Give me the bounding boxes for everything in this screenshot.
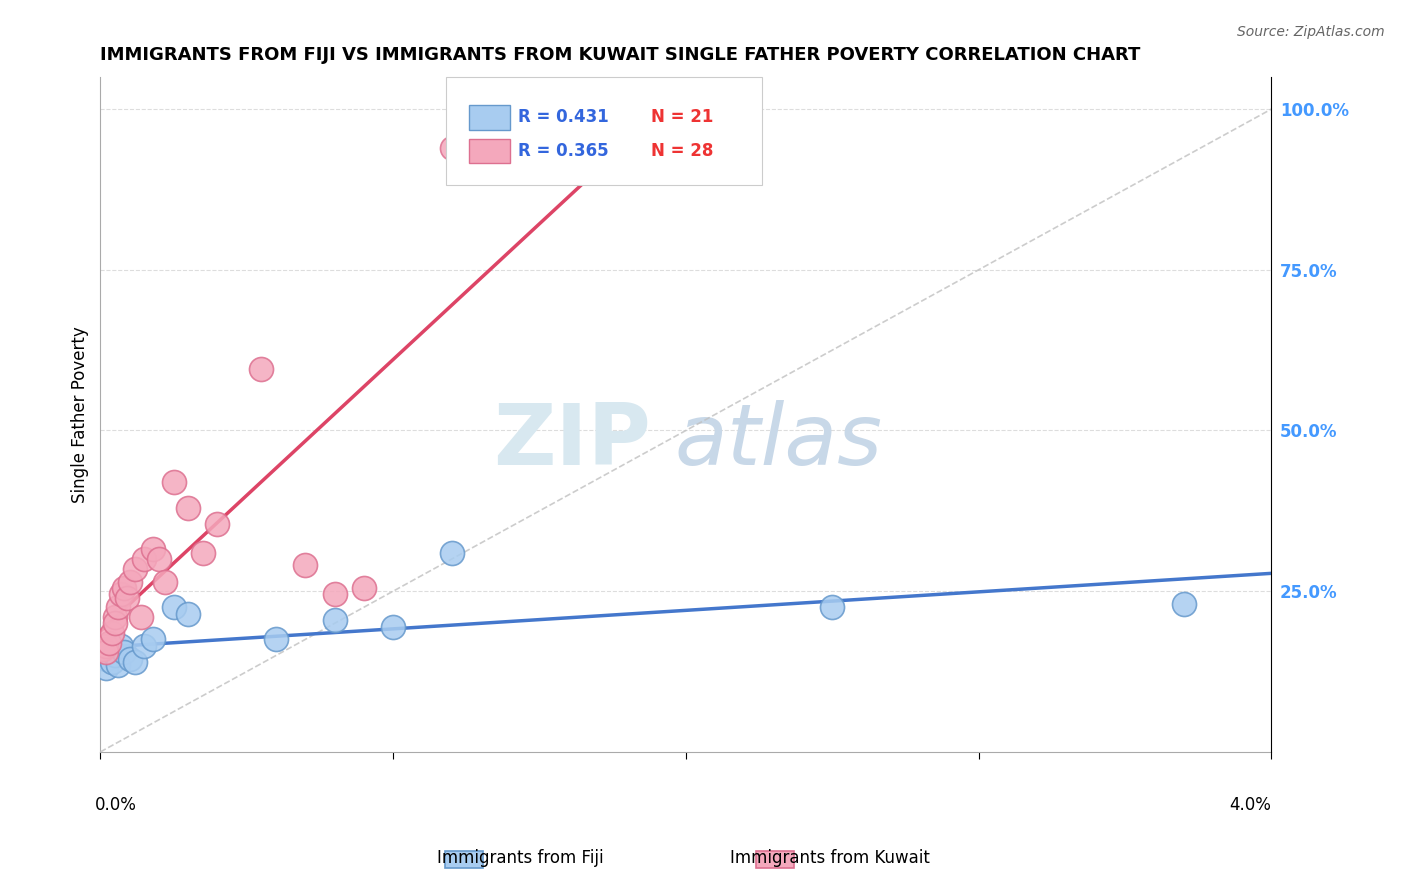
Point — [148, 552, 170, 566]
Point — [104, 610, 127, 624]
FancyBboxPatch shape — [470, 105, 510, 129]
Point — [131, 610, 153, 624]
Point — [110, 587, 132, 601]
Point — [104, 616, 127, 631]
Point — [529, 137, 551, 152]
Point — [382, 619, 405, 633]
Point — [177, 500, 200, 515]
Point — [264, 632, 287, 647]
Point — [118, 574, 141, 589]
Text: Immigrants from Fiji: Immigrants from Fiji — [437, 849, 603, 867]
Point — [191, 546, 214, 560]
Point — [142, 542, 165, 557]
Point — [115, 591, 138, 605]
Point — [96, 651, 118, 665]
Point — [162, 475, 184, 489]
FancyBboxPatch shape — [446, 77, 762, 185]
Text: 0.0%: 0.0% — [94, 796, 136, 814]
Point — [96, 639, 118, 653]
Point — [142, 632, 165, 647]
Point — [177, 607, 200, 621]
Point — [98, 642, 121, 657]
Point — [107, 600, 129, 615]
Text: R = 0.365: R = 0.365 — [519, 142, 609, 161]
Point — [91, 642, 114, 657]
Bar — [444, 851, 484, 869]
Point — [323, 587, 346, 601]
Point — [1173, 597, 1195, 611]
Point — [110, 639, 132, 653]
Point — [96, 645, 118, 659]
Text: atlas: atlas — [675, 400, 882, 483]
Text: Source: ZipAtlas.com: Source: ZipAtlas.com — [1237, 25, 1385, 39]
Text: Immigrants from Kuwait: Immigrants from Kuwait — [730, 849, 929, 867]
Point — [134, 552, 156, 566]
Point — [353, 581, 375, 595]
Text: N = 28: N = 28 — [651, 142, 713, 161]
Bar — [756, 851, 794, 869]
Point — [101, 626, 124, 640]
Point — [96, 661, 118, 675]
Point — [134, 639, 156, 653]
Text: 4.0%: 4.0% — [1230, 796, 1271, 814]
Point — [118, 651, 141, 665]
Point — [104, 648, 127, 663]
Point — [98, 635, 121, 649]
Point — [821, 600, 844, 615]
Y-axis label: Single Father Poverty: Single Father Poverty — [72, 326, 89, 503]
Point — [153, 574, 176, 589]
Point — [294, 558, 316, 573]
Point — [440, 140, 463, 154]
Point — [124, 562, 146, 576]
Point — [207, 516, 229, 531]
Text: N = 21: N = 21 — [651, 109, 713, 127]
Point — [323, 613, 346, 627]
Text: IMMIGRANTS FROM FIJI VS IMMIGRANTS FROM KUWAIT SINGLE FATHER POVERTY CORRELATION: IMMIGRANTS FROM FIJI VS IMMIGRANTS FROM … — [100, 46, 1140, 64]
Point — [101, 655, 124, 669]
Point — [107, 658, 129, 673]
Point — [162, 600, 184, 615]
Text: ZIP: ZIP — [494, 400, 651, 483]
Text: R = 0.431: R = 0.431 — [519, 109, 609, 127]
Point — [91, 645, 114, 659]
Point — [124, 655, 146, 669]
Point — [112, 581, 135, 595]
Point — [440, 546, 463, 560]
Point — [250, 362, 273, 376]
Point — [112, 645, 135, 659]
FancyBboxPatch shape — [470, 139, 510, 163]
